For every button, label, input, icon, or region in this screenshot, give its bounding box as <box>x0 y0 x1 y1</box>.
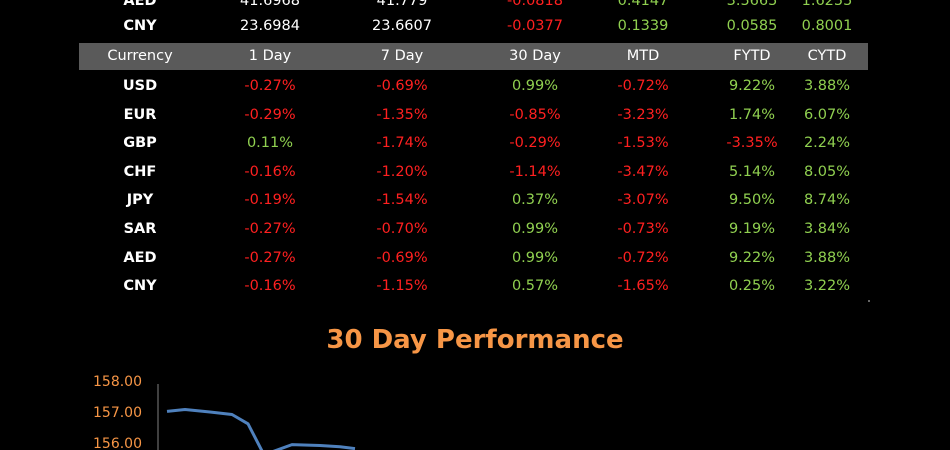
value-cell: -0.27% <box>244 221 296 237</box>
table-row: EUR -0.29% -1.35% -0.85% -3.23% 1.74% 6.07% <box>80 101 868 129</box>
currency-label: SAR <box>123 221 157 237</box>
value-cell: -0.0818 <box>507 0 563 9</box>
value-cell: -0.27% <box>244 78 296 94</box>
table-row: USD -0.27% -0.69% 0.99% -0.72% 9.22% 3.88% <box>80 72 868 100</box>
value-cell: 41.779 <box>376 0 428 9</box>
value-cell: -0.16% <box>244 278 296 295</box>
value-cell: 3.22% <box>803 278 851 295</box>
table-row: CNY 23.6984 23.6607 -0.0377 0.1339 0.0585 0.80… <box>80 12 868 40</box>
value-cell: -0.27% <box>244 249 296 266</box>
value-cell: 0.57% <box>511 278 559 295</box>
currency-label: AED <box>123 0 157 9</box>
table-row: CHF -0.16% -1.20% -1.14% -3.47% 5.14% 8.05% <box>80 158 868 186</box>
value-cell: -0.69% <box>376 249 428 266</box>
currency-label: CNY <box>123 18 157 34</box>
value-cell: -0.73% <box>617 221 669 237</box>
value-cell: 0.37% <box>511 192 559 209</box>
currency-label: JPY <box>126 192 154 209</box>
table-row: SAR -0.27% -0.70% 0.99% -0.73% 9.19% 3.84% <box>80 215 868 243</box>
value-cell: -1.65% <box>617 278 669 295</box>
currency-label: USD <box>122 78 158 94</box>
value-cell: 9.19% <box>728 221 776 237</box>
table-row: GBP 0.11% -1.74% -0.29% -1.53% -3.35% 2.24% <box>80 129 868 157</box>
value-cell: -3.23% <box>617 106 669 123</box>
value-cell: -1.35% <box>376 106 428 123</box>
table-row: JPY -0.19% -1.54% 0.37% -3.07% 9.50% 8.74% <box>80 186 868 214</box>
value-cell: -1.20% <box>376 163 428 180</box>
value-cell: 0.4147 <box>617 0 669 9</box>
value-cell: -0.69% <box>376 78 428 94</box>
value-cell: 3.84% <box>803 221 851 237</box>
decorative-dot <box>868 300 870 302</box>
value-cell: -1.53% <box>617 135 669 152</box>
column-header: 30 Day <box>509 48 561 64</box>
column-header: FYTD <box>733 48 771 64</box>
value-cell: 9.22% <box>728 249 776 266</box>
value-cell: -0.29% <box>244 106 296 123</box>
value-cell: 3.5665 <box>726 0 778 9</box>
value-cell: -3.47% <box>617 163 669 180</box>
value-cell: -0.72% <box>617 78 669 94</box>
value-cell: 9.50% <box>728 192 776 209</box>
value-cell: 0.0585 <box>726 18 778 34</box>
value-cell: -0.72% <box>617 249 669 266</box>
column-header: 1 Day <box>248 48 292 64</box>
value-cell: 6.07% <box>803 106 851 123</box>
value-cell: -1.14% <box>509 163 561 180</box>
value-cell: -0.16% <box>244 163 296 180</box>
value-cell: 1.6255 <box>801 0 853 9</box>
value-cell: 8.05% <box>803 163 851 180</box>
value-cell: 3.88% <box>803 249 851 266</box>
y-tick-label: 157.00 <box>93 405 142 421</box>
value-cell: 0.25% <box>728 278 776 295</box>
value-cell: -3.07% <box>617 192 669 209</box>
value-cell: -1.74% <box>376 135 428 152</box>
value-cell: -1.54% <box>376 192 428 209</box>
chart-title: 30 Day Performance <box>326 325 624 355</box>
value-cell: -0.19% <box>244 192 296 209</box>
table-row: CNY -0.16% -1.15% 0.57% -1.65% 0.25% 3.22% <box>80 272 868 300</box>
value-cell: 1.74% <box>728 106 776 123</box>
value-cell: 23.6984 <box>240 18 300 34</box>
column-header: MTD <box>626 48 660 64</box>
currency-label: GBP <box>123 135 157 152</box>
line-chart: 158.00 157.00 156.00 <box>93 374 356 450</box>
value-cell: 41.6968 <box>240 0 300 9</box>
value-cell: 0.99% <box>511 249 559 266</box>
value-cell: -0.29% <box>509 135 561 152</box>
value-cell: -0.85% <box>509 106 561 123</box>
value-cell: 0.99% <box>511 78 559 94</box>
currency-label: EUR <box>123 106 157 123</box>
value-cell: 0.1339 <box>617 18 669 34</box>
value-cell: 8.74% <box>803 192 851 209</box>
value-cell: 2.24% <box>803 135 851 152</box>
currency-label: AED <box>123 249 157 266</box>
y-tick-label: 158.00 <box>93 374 142 390</box>
table-row: AED -0.27% -0.69% 0.99% -0.72% 9.22% 3.88% <box>80 244 868 272</box>
value-cell: 0.8001 <box>801 18 853 34</box>
currency-label: CNY <box>123 278 157 295</box>
value-cell: 0.11% <box>246 135 294 152</box>
value-cell: -0.70% <box>376 221 428 237</box>
value-cell: -3.35% <box>726 135 778 152</box>
y-tick-label: 156.00 <box>93 436 142 450</box>
value-cell: 3.88% <box>803 78 851 94</box>
value-cell: -0.0377 <box>507 18 563 34</box>
series-line <box>166 408 356 450</box>
value-cell: 0.99% <box>511 221 559 237</box>
currency-label: CHF <box>123 163 157 180</box>
column-header: 7 Day <box>380 48 424 64</box>
value-cell: 9.22% <box>728 78 776 94</box>
table-row: AED 41.6968 41.779 -0.0818 0.4147 3.5665 1.625… <box>80 0 868 15</box>
value-cell: 23.6607 <box>372 18 432 34</box>
value-cell: 5.14% <box>728 163 776 180</box>
table-header: Currency 1 Day 7 Day 30 Day MTD FYTD CYTD <box>79 43 868 70</box>
value-cell: -1.15% <box>376 278 428 295</box>
column-header: Currency <box>107 48 173 64</box>
column-header: CYTD <box>807 48 847 64</box>
